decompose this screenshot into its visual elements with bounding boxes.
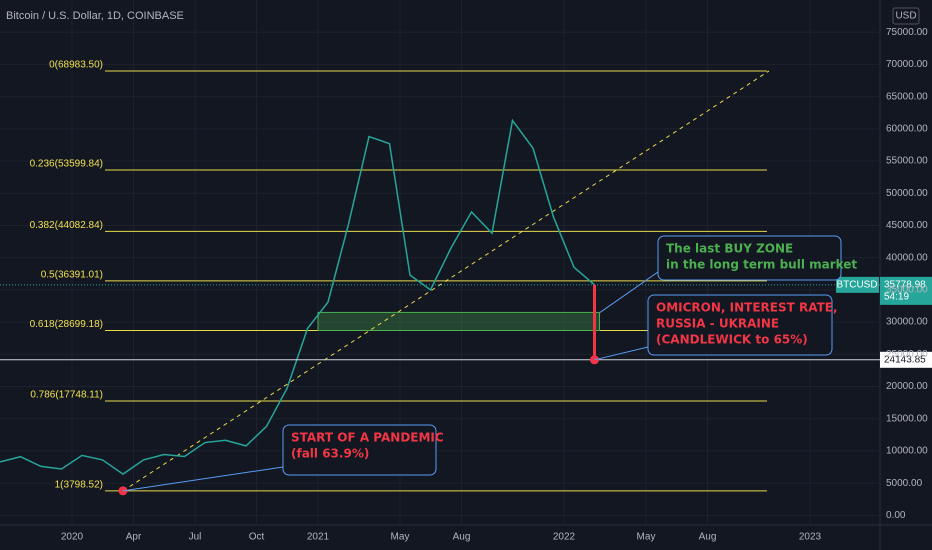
y-tick-label: 15000.00	[886, 413, 928, 424]
fib-label: 0.5(36391.01)	[41, 270, 103, 281]
y-tick-label: 35000.00	[886, 285, 928, 296]
callout-arrow	[594, 346, 649, 361]
y-tick-label: 50000.00	[886, 188, 928, 199]
y-tick-label: 45000.00	[886, 220, 928, 231]
y-tick-label: 65000.00	[886, 91, 928, 102]
x-tick-label: May	[637, 532, 656, 543]
y-tick-label: 30000.00	[886, 317, 928, 328]
y-tick-label: 10000.00	[886, 446, 928, 457]
y-tick-label: 25000.00	[886, 349, 928, 360]
symbol-label: BTCUSD	[836, 279, 877, 290]
x-tick-label: May	[391, 532, 410, 543]
y-tick-label: 70000.00	[886, 59, 928, 70]
currency-box	[892, 7, 920, 25]
x-tick-label: Aug	[699, 532, 717, 543]
callout-box	[282, 424, 437, 476]
plot: 0(68983.50) 0.236(53599.84) 0.382(44082.84…	[0, 60, 932, 496]
callout-text: (CANDLEWICK to 65%)	[656, 333, 808, 347]
countdown: 54:19	[884, 291, 909, 302]
fib-label: 0.618(28699.18)	[30, 319, 103, 330]
callout-text: OMICRON, INTEREST RATE,	[656, 301, 838, 315]
y-tick-label: 0.00	[886, 510, 906, 521]
callout-text: RUSSIA - UKRAINE	[656, 317, 779, 331]
x-tick-label: 2022	[553, 532, 576, 543]
fib-label: 0(68983.50)	[49, 60, 103, 71]
buy-zone	[317, 311, 600, 331]
low-tag	[880, 351, 932, 368]
callout-box	[647, 294, 833, 356]
trendline	[122, 70, 770, 492]
x-tick-label: 2023	[799, 532, 822, 543]
x-tick-label: Aug	[453, 532, 471, 543]
y-tick-label: 75000.00	[886, 27, 928, 38]
y-tick-label: 40000.00	[886, 252, 928, 263]
x-tick-label: Jul	[189, 532, 202, 543]
y-tick-label: 5000.00	[886, 478, 923, 489]
x-tick-label: 2021	[307, 532, 330, 543]
fib-label: 1(3798.52)	[55, 480, 103, 491]
y-tick-label: 60000.00	[886, 123, 928, 134]
callout-arrow	[122, 466, 284, 492]
symbol-tag	[836, 276, 879, 293]
fib-label: 0.382(44082.84)	[30, 220, 103, 231]
x-tick-label: 2020	[61, 532, 84, 543]
fib-label: 0.236(53599.84)	[30, 159, 103, 170]
callout-text: (fall 63.9%)	[291, 447, 369, 461]
callout-box	[657, 235, 842, 281]
chart-title: Bitcoin / U.S. Dollar, 1D, COINBASE	[6, 10, 184, 22]
x-tick-label: Oct	[249, 532, 265, 543]
callout-arrow	[599, 271, 659, 313]
low-label: 24143.85	[884, 354, 926, 365]
callout-text: START OF A PANDEMIC	[291, 431, 444, 445]
x-tick-label: Apr	[126, 532, 142, 543]
price-tag	[880, 276, 932, 305]
price-label: 35778.98	[884, 279, 926, 290]
y-tick-label: 55000.00	[886, 156, 928, 167]
callout-text: The last BUY ZONE	[666, 242, 793, 256]
callout-text: in the long term bull market	[666, 258, 857, 272]
y-tick-label: 20000.00	[886, 381, 928, 392]
currency: USD	[895, 11, 916, 22]
fib-label: 0.786(17748.11)	[30, 390, 103, 401]
price-line	[0, 118, 595, 476]
